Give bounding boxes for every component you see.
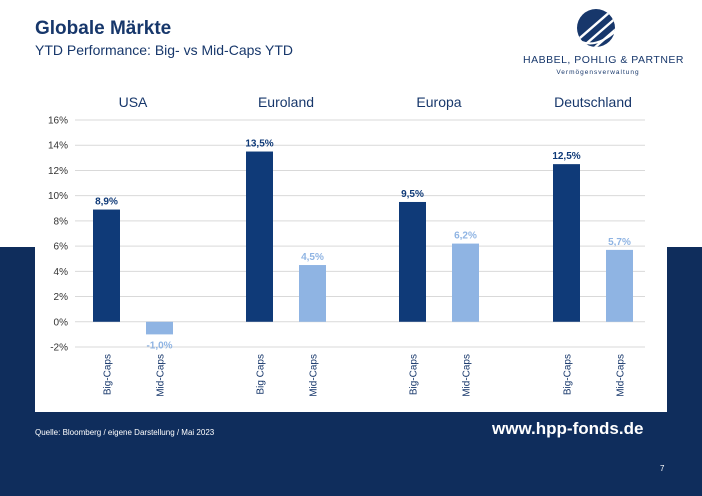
group-label: USA <box>119 94 148 110</box>
data-label: 8,9% <box>95 197 118 208</box>
y-tick-label: 14% <box>48 141 68 152</box>
bar <box>246 151 273 322</box>
data-label: 6,2% <box>454 231 477 242</box>
data-label: 5,7% <box>608 237 631 248</box>
category-label: Mid-Caps <box>309 354 320 397</box>
y-tick-label: 2% <box>54 292 69 303</box>
category-label: Mid-Caps <box>616 354 627 397</box>
group-label: Deutschland <box>554 94 632 110</box>
website-link[interactable]: www.hpp-fonds.de <box>492 419 644 438</box>
group-label: Europa <box>416 94 461 110</box>
page-number: 7 <box>660 464 665 473</box>
group-label: Euroland <box>258 94 314 110</box>
bar <box>399 201 426 322</box>
data-label: 4,5% <box>301 252 324 263</box>
bar <box>452 243 479 322</box>
y-tick-label: 8% <box>54 216 69 227</box>
data-label: 9,5% <box>401 189 424 200</box>
category-label: Mid-Caps <box>462 354 473 397</box>
page-subtitle: YTD Performance: Big- vs Mid-Caps YTD <box>35 42 294 58</box>
y-tick-label: 12% <box>48 166 68 177</box>
category-label: Big-Caps <box>103 354 114 395</box>
source-note: Quelle: Bloomberg / eigene Darstellung /… <box>35 428 215 437</box>
logo-tagline: Vermögensverwaltung <box>556 69 640 76</box>
category-label: Big Caps <box>256 354 267 395</box>
bar <box>606 249 633 322</box>
y-tick-label: -2% <box>50 343 68 354</box>
data-label: -1,0% <box>146 340 172 351</box>
data-label: 13,5% <box>245 139 273 150</box>
y-tick-label: 0% <box>54 317 69 328</box>
page-title: Globale Märkte <box>35 18 172 39</box>
company-logo: HABBEL, POHLIG & PARTNER Vermögensverwal… <box>523 8 684 84</box>
logo-company-name: HABBEL, POHLIG & PARTNER <box>523 54 684 66</box>
bar <box>93 209 120 322</box>
y-tick-label: 10% <box>48 191 68 202</box>
category-label: Big-Caps <box>563 354 574 395</box>
bar <box>299 265 326 322</box>
category-label: Mid-Caps <box>156 354 167 397</box>
hpp-globe-icon <box>574 9 618 47</box>
category-label: Big-Caps <box>409 354 420 395</box>
bar <box>146 321 173 335</box>
bar <box>553 164 580 322</box>
y-tick-label: 16% <box>48 116 68 127</box>
y-tick-label: 4% <box>54 267 69 278</box>
data-label: 12,5% <box>552 151 580 162</box>
y-tick-label: 6% <box>54 242 69 253</box>
